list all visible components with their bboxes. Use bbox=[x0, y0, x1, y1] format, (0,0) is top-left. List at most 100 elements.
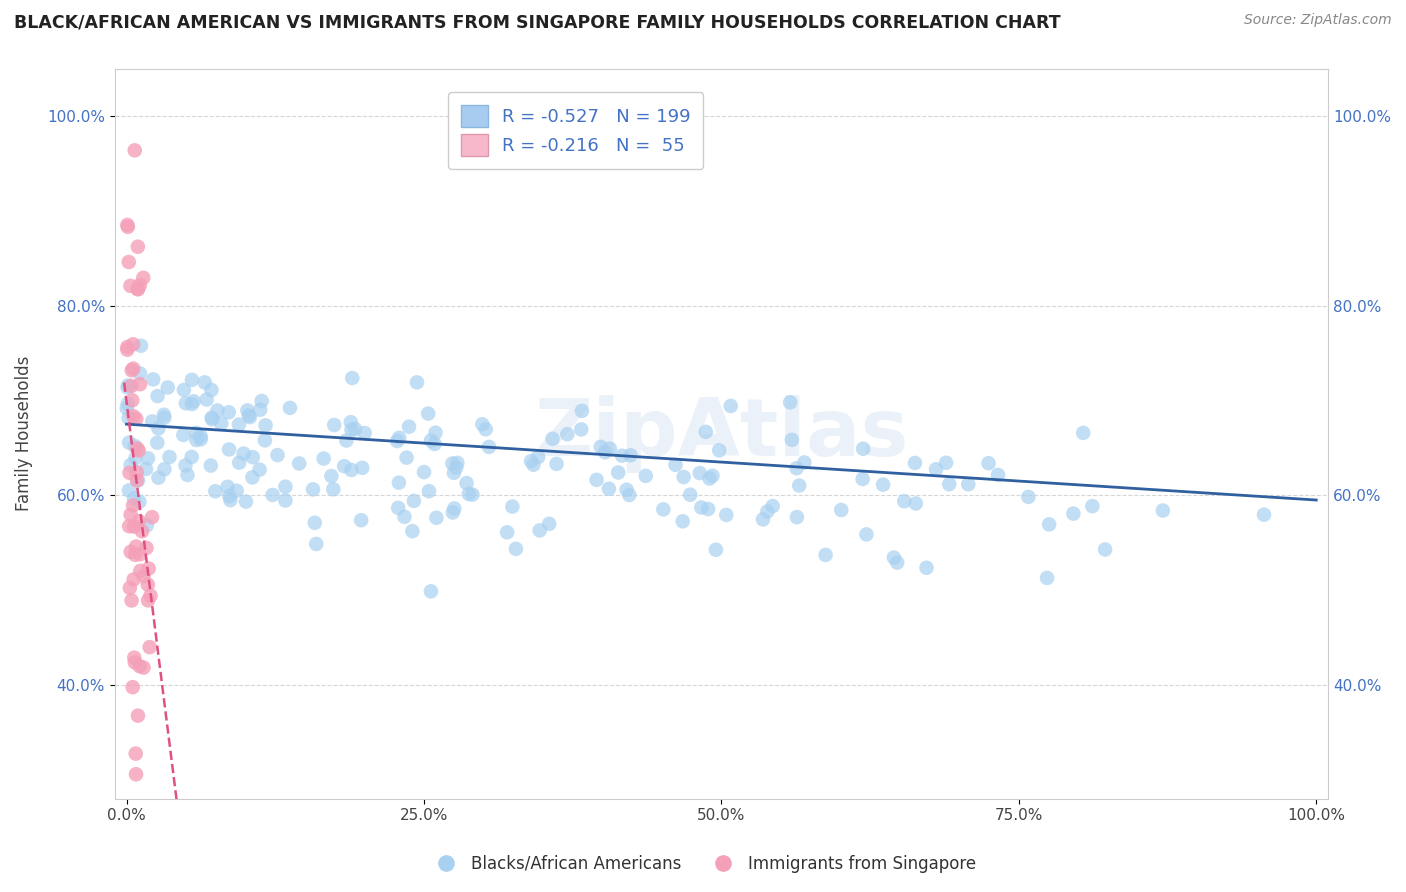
Point bbox=[217, 480, 239, 494]
Point bbox=[117, 218, 139, 232]
Point bbox=[527, 450, 550, 464]
Point bbox=[129, 377, 152, 392]
Point bbox=[125, 473, 148, 487]
Point bbox=[814, 548, 837, 562]
Point bbox=[441, 506, 464, 520]
Point bbox=[443, 466, 465, 480]
Point bbox=[122, 573, 145, 587]
Point bbox=[546, 457, 568, 471]
Point bbox=[786, 510, 808, 524]
Point bbox=[274, 493, 297, 508]
Point bbox=[1152, 503, 1174, 517]
Point bbox=[129, 547, 152, 561]
Point bbox=[695, 425, 717, 439]
Point bbox=[120, 508, 142, 522]
Point bbox=[118, 483, 141, 498]
Point bbox=[915, 561, 938, 575]
Point bbox=[672, 470, 695, 484]
Point bbox=[904, 496, 927, 510]
Point bbox=[128, 659, 150, 673]
Point bbox=[136, 577, 159, 591]
Point bbox=[872, 477, 894, 491]
Point bbox=[125, 767, 148, 781]
Point bbox=[180, 397, 202, 411]
Point bbox=[398, 419, 420, 434]
Point bbox=[456, 476, 478, 491]
Point bbox=[238, 409, 260, 423]
Point bbox=[707, 443, 730, 458]
Point bbox=[120, 458, 142, 472]
Point bbox=[529, 524, 551, 538]
Point bbox=[180, 373, 202, 387]
Point bbox=[118, 466, 141, 480]
Text: ZipAtlas: ZipAtlas bbox=[534, 394, 908, 473]
Point bbox=[235, 494, 257, 508]
Point bbox=[321, 469, 343, 483]
Point bbox=[461, 487, 484, 501]
Point bbox=[124, 548, 146, 562]
Y-axis label: Family Households: Family Households bbox=[15, 356, 32, 511]
Point bbox=[478, 440, 501, 454]
Point bbox=[406, 376, 429, 390]
Point bbox=[117, 411, 139, 425]
Point bbox=[779, 395, 801, 409]
Point bbox=[720, 399, 742, 413]
Point bbox=[793, 455, 815, 469]
Legend: Blacks/African Americans, Immigrants from Singapore: Blacks/African Americans, Immigrants fro… bbox=[423, 848, 983, 880]
Point bbox=[353, 425, 375, 440]
Point bbox=[423, 437, 446, 451]
Point bbox=[266, 448, 288, 462]
Point bbox=[194, 376, 217, 390]
Point bbox=[141, 510, 163, 524]
Point bbox=[619, 488, 641, 502]
Point bbox=[541, 432, 564, 446]
Point bbox=[418, 407, 440, 421]
Point bbox=[443, 501, 465, 516]
Point bbox=[612, 449, 634, 463]
Point bbox=[184, 425, 207, 440]
Point bbox=[787, 478, 810, 492]
Point bbox=[883, 550, 905, 565]
Point bbox=[122, 337, 145, 351]
Point bbox=[323, 417, 346, 432]
Point bbox=[117, 343, 139, 357]
Point bbox=[121, 393, 143, 408]
Point bbox=[387, 500, 409, 515]
Point bbox=[904, 456, 927, 470]
Point bbox=[249, 462, 271, 476]
Point bbox=[148, 421, 170, 435]
Point bbox=[219, 493, 242, 508]
Point bbox=[201, 410, 224, 425]
Point bbox=[312, 451, 335, 466]
Point bbox=[756, 504, 779, 518]
Point bbox=[938, 477, 960, 491]
Point bbox=[127, 282, 149, 296]
Point bbox=[132, 660, 155, 674]
Point bbox=[893, 494, 915, 508]
Point bbox=[173, 383, 195, 397]
Point bbox=[127, 474, 149, 488]
Point bbox=[138, 561, 160, 575]
Point bbox=[124, 439, 146, 453]
Point bbox=[200, 458, 222, 473]
Point bbox=[117, 380, 139, 394]
Point bbox=[124, 656, 146, 670]
Point bbox=[204, 484, 226, 499]
Point bbox=[585, 473, 607, 487]
Point bbox=[786, 461, 808, 475]
Point bbox=[1253, 508, 1275, 522]
Point bbox=[132, 270, 155, 285]
Point bbox=[752, 512, 775, 526]
Point bbox=[125, 466, 148, 480]
Point bbox=[474, 422, 496, 436]
Point bbox=[501, 500, 523, 514]
Point bbox=[496, 525, 519, 540]
Point bbox=[305, 537, 328, 551]
Point bbox=[598, 482, 620, 496]
Point bbox=[125, 540, 148, 554]
Point bbox=[925, 462, 948, 476]
Point bbox=[340, 423, 363, 437]
Point bbox=[538, 516, 561, 531]
Point bbox=[129, 564, 152, 578]
Point bbox=[176, 467, 198, 482]
